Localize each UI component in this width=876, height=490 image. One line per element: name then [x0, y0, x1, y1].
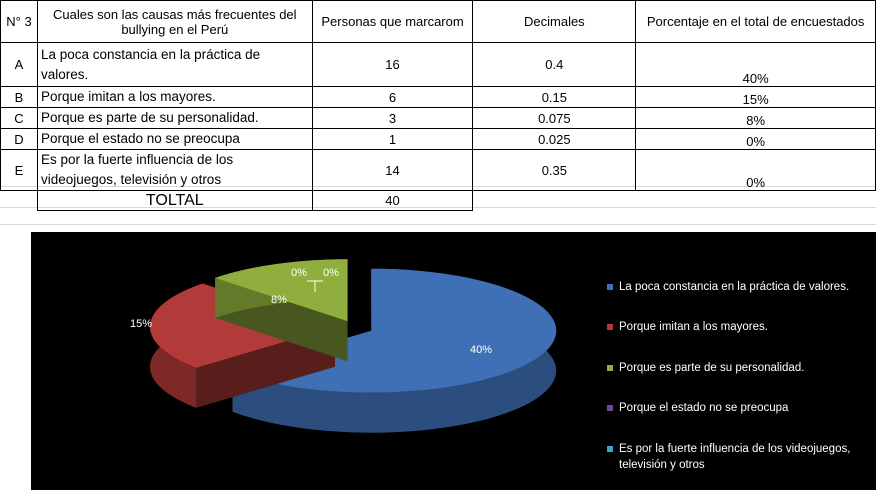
- legend-label: Porque imitan a los mayores.: [619, 321, 768, 333]
- table-row: B Porque imitan a los mayores. 6 0.15 15…: [0, 86, 876, 108]
- header-number: N° 3: [0, 0, 38, 43]
- legend-swatch: [607, 365, 613, 371]
- legend-swatch: [607, 446, 613, 452]
- table-row: E Es por la fuerte influencia de los vid…: [0, 149, 876, 191]
- chart-legend: La poca constancia en la práctica de val…: [607, 281, 850, 471]
- row-id: C: [0, 107, 38, 129]
- row-percent: 8%: [635, 107, 876, 129]
- legend-swatch: [607, 405, 613, 411]
- data-label: 40%: [470, 344, 492, 356]
- table-total-row: TOLTAL 40: [1, 190, 876, 211]
- row-cause: Es por la fuerte influencia de los video…: [36, 149, 313, 191]
- survey-table: N° 3 Cuales son las causas más frecuente…: [0, 0, 876, 211]
- legend-item[interactable]: Porque imitan a los mayores.: [607, 321, 768, 333]
- row-cause: La poca constancia en la práctica de val…: [36, 42, 313, 87]
- row-cause: Porque el estado no se preocupa: [36, 128, 313, 150]
- legend-item[interactable]: Es por la fuerte influencia de los video…: [607, 443, 850, 471]
- row-count: 6: [311, 86, 474, 108]
- legend-label: Es por la fuerte influencia de los video…: [619, 443, 850, 471]
- empty-cell: [636, 191, 876, 211]
- empty-cell: [473, 191, 636, 211]
- data-label: 8%: [271, 294, 287, 306]
- legend-label: Porque el estado no se preocupa: [619, 402, 789, 414]
- header-count: Personas que marcarom: [311, 0, 474, 43]
- table-row: A La poca constancia en la práctica de v…: [0, 42, 876, 87]
- row-percent: 15%: [635, 86, 876, 108]
- row-id: E: [0, 149, 38, 191]
- row-cause: Porque imitan a los mayores.: [36, 86, 313, 108]
- legend-label: La poca constancia en la práctica de val…: [619, 281, 849, 293]
- row-decimal: 0.4: [472, 42, 637, 87]
- row-id: D: [0, 128, 38, 150]
- row-count: 14: [311, 149, 474, 191]
- legend-item[interactable]: La poca constancia en la práctica de val…: [607, 281, 849, 293]
- row-percent: 40%: [635, 42, 876, 87]
- pie-slices: [150, 259, 557, 433]
- row-id: A: [0, 42, 38, 87]
- row-percent: 0%: [635, 149, 876, 191]
- gridline: [0, 224, 876, 225]
- total-value: 40: [311, 190, 474, 211]
- table-row: C Porque es parte de su personalidad. 3 …: [0, 107, 876, 129]
- data-label: 15%: [130, 318, 152, 330]
- row-count: 3: [311, 107, 474, 129]
- table-header-row: N° 3 Cuales son las causas más frecuente…: [0, 0, 876, 43]
- legend-swatch: [607, 284, 613, 290]
- empty-cell: [1, 191, 38, 211]
- leader-line: [307, 280, 323, 292]
- header-cause: Cuales son las causas más frecuentes del…: [36, 0, 313, 43]
- data-labels: 40% 15% 8% 0% 0%: [130, 267, 492, 356]
- table-row: D Porque el estado no se preocupa 1 0.02…: [0, 128, 876, 150]
- pie-slice[interactable]: [215, 259, 348, 362]
- row-percent: 0%: [635, 128, 876, 150]
- legend-label: Porque es parte de su personalidad.: [619, 362, 804, 374]
- row-decimal: 0.025: [472, 128, 637, 150]
- legend-swatch: [607, 324, 613, 330]
- row-decimal: 0.35: [472, 149, 637, 191]
- row-count: 16: [311, 42, 474, 87]
- row-id: B: [0, 86, 38, 108]
- data-label: 0%: [323, 267, 339, 279]
- total-label: TOLTAL: [36, 190, 313, 211]
- data-label: 0%: [291, 267, 307, 279]
- legend-item[interactable]: Porque es parte de su personalidad.: [607, 362, 804, 374]
- row-count: 1: [311, 128, 474, 150]
- pie-chart-area[interactable]: 40% 15% 8% 0% 0% La poca constancia en la pr…: [31, 232, 876, 490]
- header-decimal: Decimales: [472, 0, 637, 43]
- row-decimal: 0.075: [472, 107, 637, 129]
- pie-chart: 40% 15% 8% 0% 0% La poca constancia en la pr…: [130, 259, 850, 471]
- row-decimal: 0.15: [472, 86, 637, 108]
- legend-item[interactable]: Porque el estado no se preocupa: [607, 402, 789, 414]
- header-percent: Porcentaje en el total de encuestados: [635, 0, 876, 43]
- row-cause: Porque es parte de su personalidad.: [36, 107, 313, 129]
